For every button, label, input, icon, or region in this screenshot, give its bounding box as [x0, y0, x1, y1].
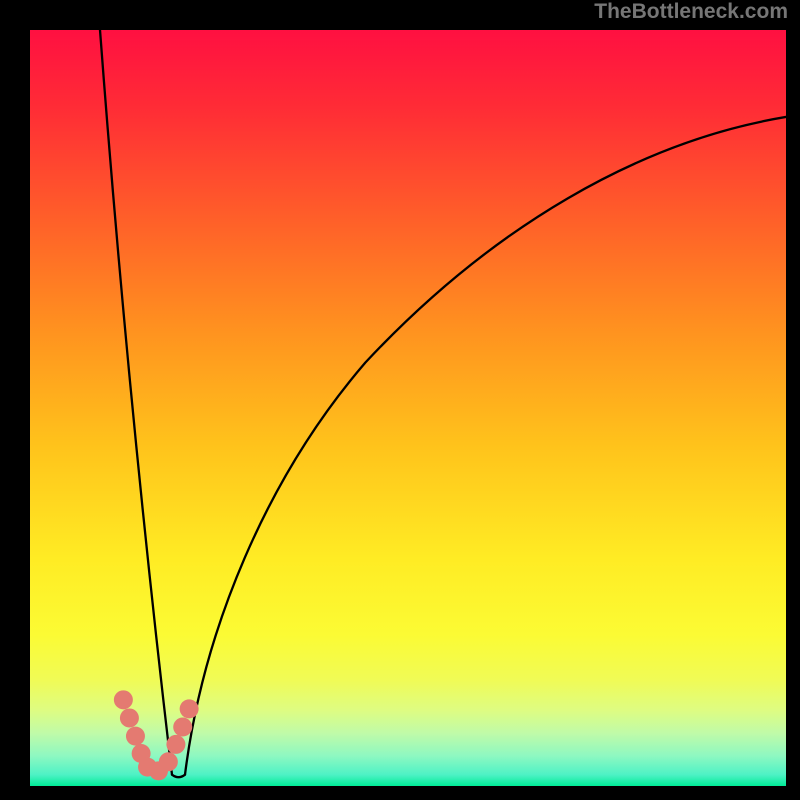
data-marker	[166, 735, 185, 754]
data-marker	[173, 718, 192, 737]
data-marker	[126, 727, 145, 746]
data-marker	[114, 690, 133, 709]
data-marker	[159, 752, 178, 771]
chart-container: TheBottleneck.com	[0, 0, 800, 800]
bottleneck-curve	[100, 30, 172, 775]
chart-svg	[0, 0, 800, 800]
bottleneck-curve	[185, 117, 786, 775]
data-marker	[120, 708, 139, 727]
data-marker	[180, 699, 199, 718]
bottleneck-curve	[172, 775, 185, 778]
watermark-text: TheBottleneck.com	[594, 0, 788, 24]
curve-group	[100, 30, 786, 777]
